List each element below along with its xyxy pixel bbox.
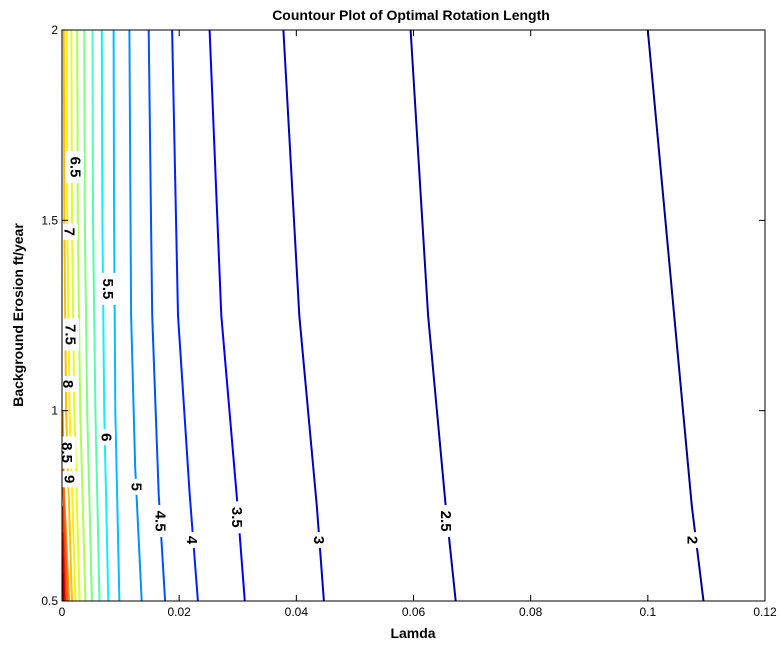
contour-label-8.5: 8.5 <box>57 436 76 469</box>
contour-label-7.5: 7.5 <box>61 318 80 351</box>
contour-label-text: 6.5 <box>66 157 83 178</box>
contour-label-5.5: 5.5 <box>98 272 117 305</box>
contour-label-text: 3 <box>310 536 327 544</box>
chart-title: Countour Plot of Optimal Rotation Length <box>272 7 550 23</box>
contour-line-5.5 <box>112 29 121 602</box>
x-tick-label: 0 <box>59 605 66 619</box>
x-axis-label: Lamda <box>390 625 435 641</box>
y-axis-label: Background Erosion ft/year <box>10 223 26 407</box>
contour-line-8.5 <box>65 29 77 602</box>
x-tick-label: 0.02 <box>167 605 191 619</box>
contour-label-2.5: 2.5 <box>436 505 455 538</box>
contour-label-text: 3.5 <box>228 507 245 528</box>
contour-label-2: 2 <box>682 532 701 549</box>
x-tick-label: 0.08 <box>519 605 543 619</box>
contour-label-text: 6 <box>97 433 114 441</box>
contour-line-8 <box>70 29 81 602</box>
contour-label-9: 9 <box>60 471 78 488</box>
contour-label-text: 7 <box>61 228 78 236</box>
contour-line-2 <box>646 29 705 602</box>
contour-label-3.5: 3.5 <box>227 501 246 534</box>
x-tick-label: 0.04 <box>285 605 309 619</box>
contour-label-3: 3 <box>309 532 328 549</box>
y-axis-ticks: 0.5 1 1.5 2 <box>41 23 765 608</box>
contour-label-text: 5.5 <box>99 278 116 299</box>
contour-line-6.5 <box>91 29 101 602</box>
y-tick-label: 2 <box>51 23 58 37</box>
contour-line-5 <box>128 29 143 602</box>
contour-line-10 <box>61 467 69 602</box>
contour-line-7.5 <box>76 29 87 602</box>
contour-label-5: 5 <box>126 478 145 495</box>
x-tick-label: 0.12 <box>753 605 777 619</box>
contour-line-6 <box>100 29 110 602</box>
contour-label-4: 4 <box>182 532 201 549</box>
contour-label-text: 5 <box>127 483 144 491</box>
contour-label-4.5: 4.5 <box>150 505 169 538</box>
y-tick-label: 1 <box>51 404 58 418</box>
plot-area <box>62 30 765 601</box>
contour-label-text: 8 <box>59 380 76 388</box>
x-tick-label: 0.1 <box>639 605 656 619</box>
contour-lines <box>61 29 705 602</box>
contour-label-7: 7 <box>60 223 78 240</box>
contour-label-6.5: 6.5 <box>65 151 84 183</box>
contour-label-6: 6 <box>96 429 115 446</box>
contour-line-4.5 <box>147 29 167 602</box>
contour-line-3.5 <box>208 29 246 602</box>
contour-line-3 <box>282 29 325 602</box>
contour-label-text: 7.5 <box>62 324 79 345</box>
contour-label-8: 8 <box>58 376 77 392</box>
y-tick-label: 0.5 <box>41 594 58 608</box>
contour-line-2.5 <box>409 29 457 602</box>
x-tick-label: 0.06 <box>402 605 426 619</box>
contour-label-text: 2.5 <box>437 511 454 532</box>
contour-label-text: 8.5 <box>58 442 75 463</box>
contour-label-text: 4.5 <box>151 511 168 532</box>
contour-label-text: 4 <box>183 536 200 545</box>
contour-line-9 <box>62 29 73 602</box>
y-tick-label: 1.5 <box>41 213 58 227</box>
contour-label-text: 2 <box>683 536 700 544</box>
x-axis-ticks: 0 0.02 0.04 0.06 0.08 0.1 0.12 <box>59 30 777 619</box>
contour-label-text: 9 <box>61 475 78 483</box>
contour-line-7 <box>83 29 93 602</box>
